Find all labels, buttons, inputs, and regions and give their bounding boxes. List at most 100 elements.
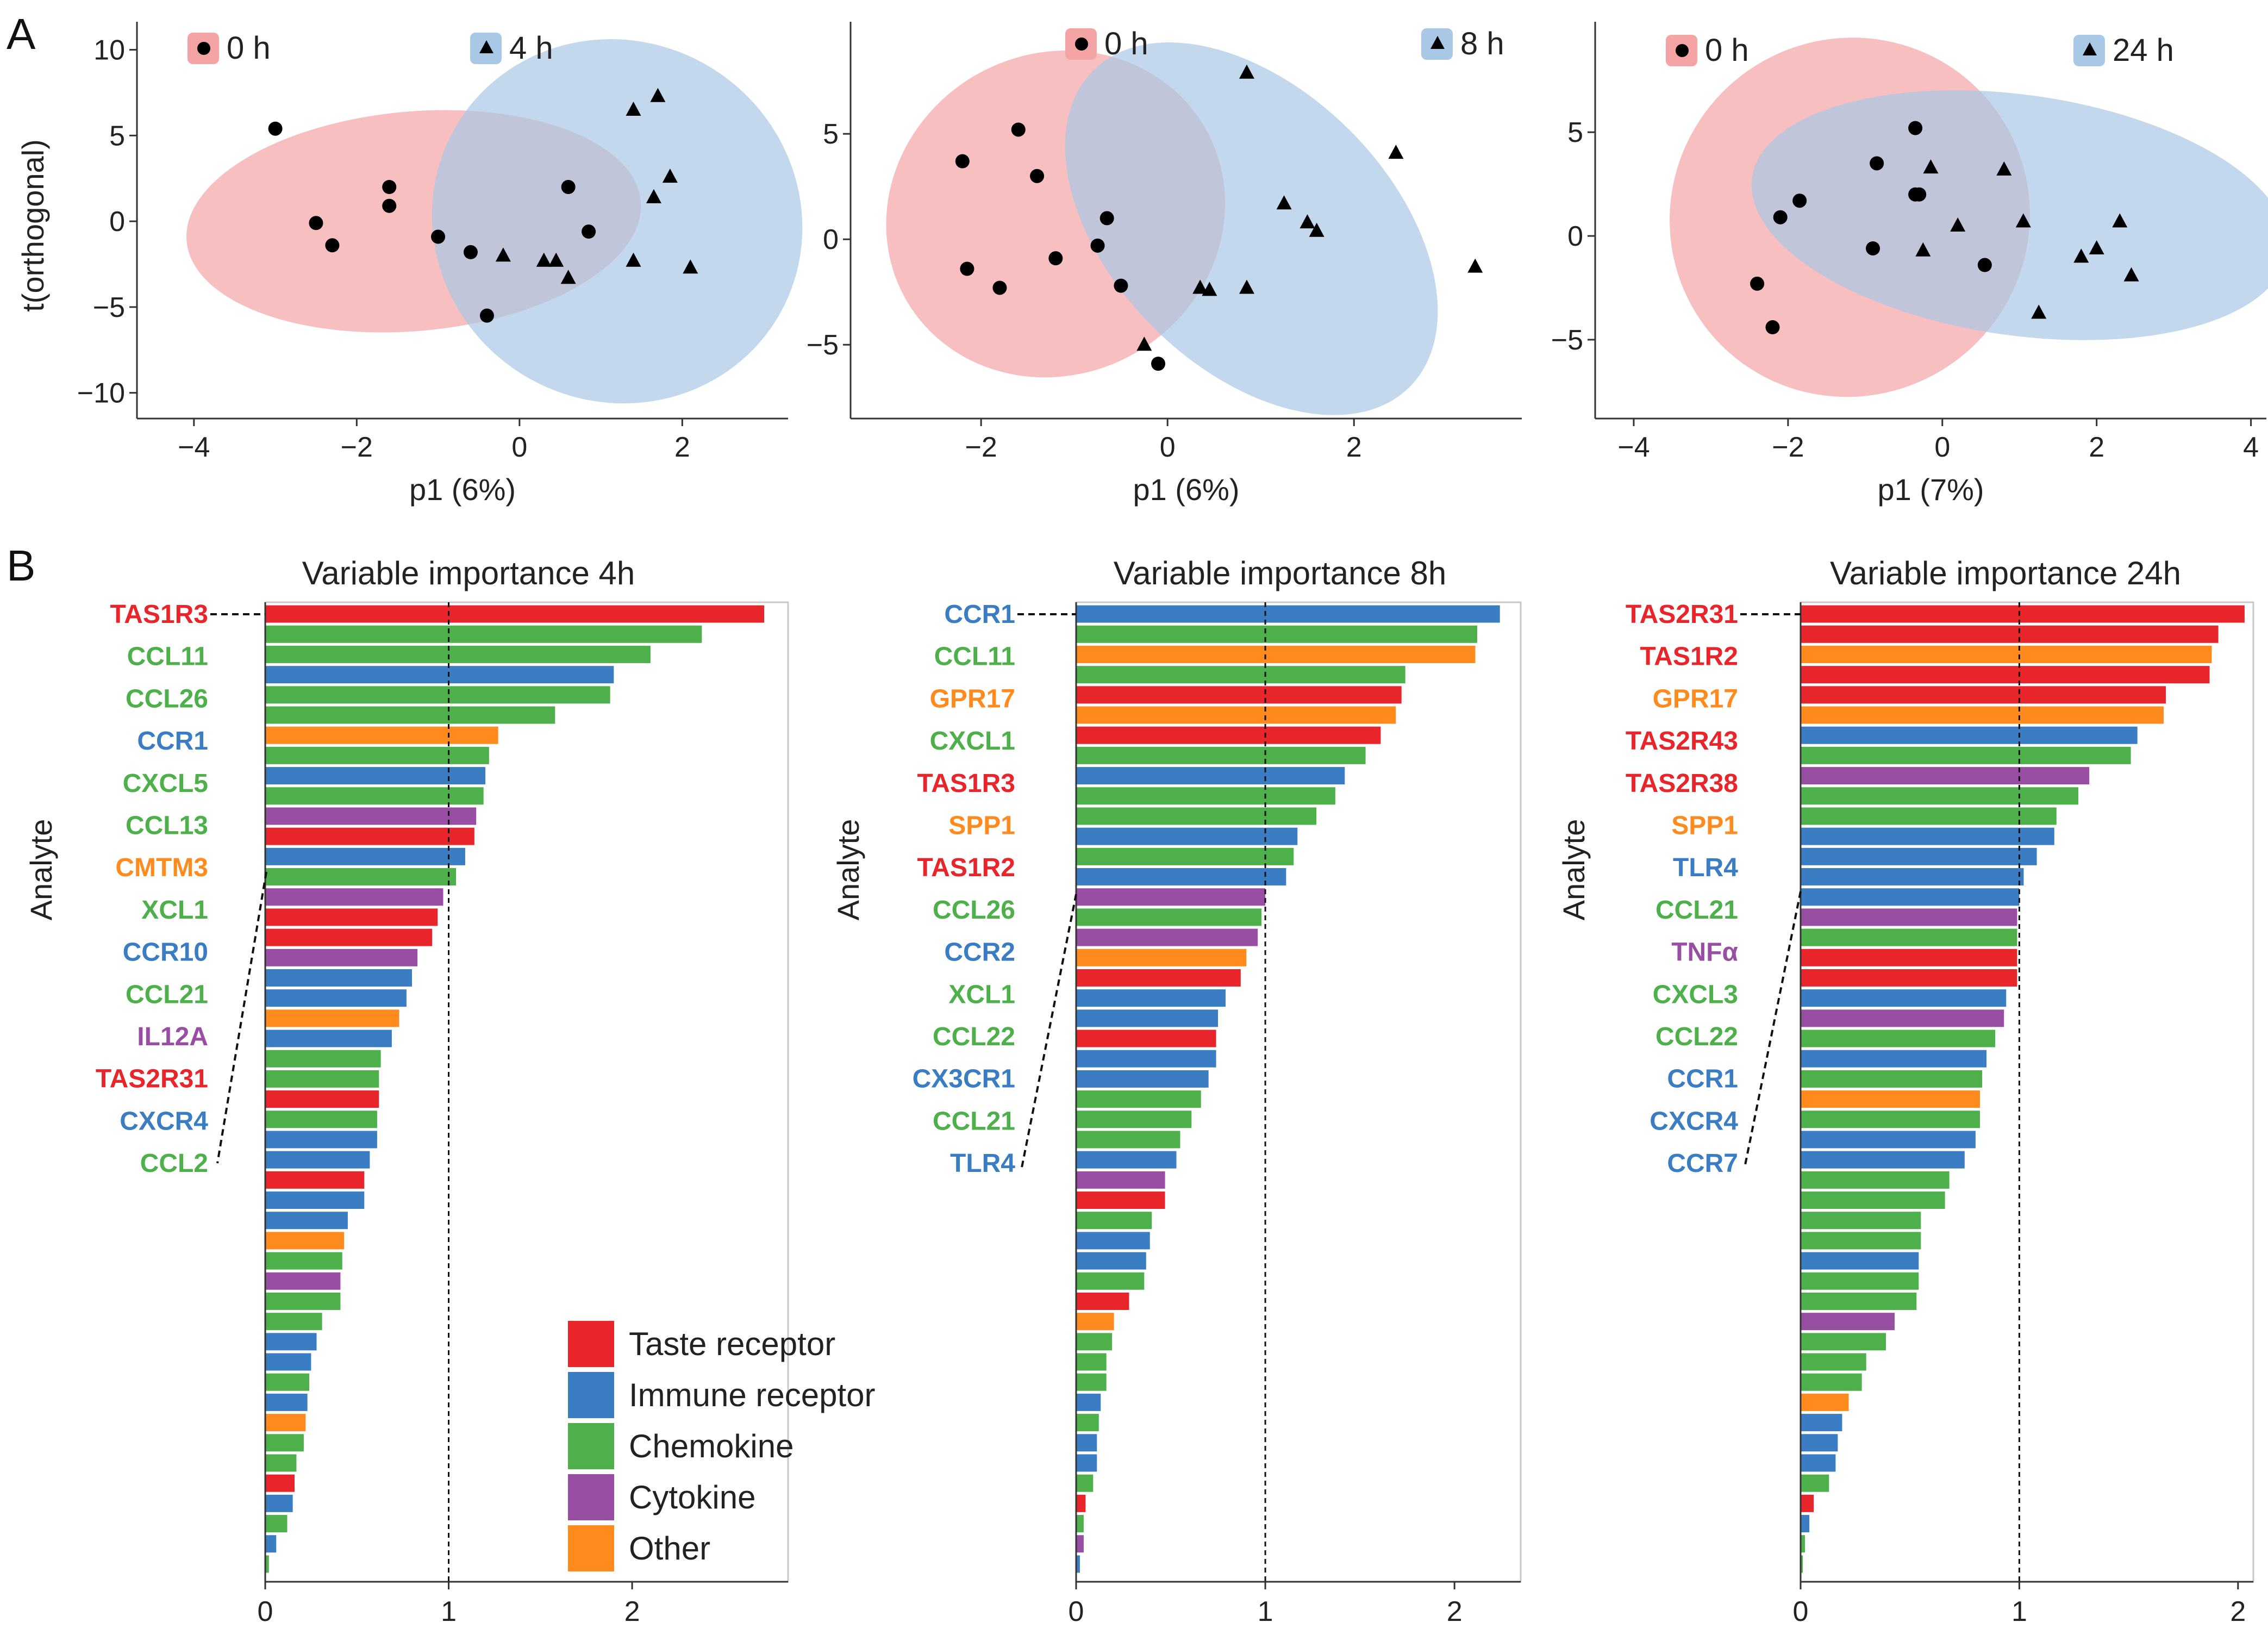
panel-label-a: A xyxy=(7,10,36,58)
bar xyxy=(1076,1212,1152,1230)
panel-title: Variable importance 24h xyxy=(1830,555,2181,591)
bar xyxy=(1076,928,1258,946)
bar xyxy=(265,1151,370,1169)
scatter-panel-2: −2 0 2 5 0 −5 p1 (6%) 0 h 8 h xyxy=(807,22,1522,507)
bar xyxy=(1801,1050,1987,1068)
bar xyxy=(265,1393,308,1411)
x-axis-label: p1 (7%) xyxy=(1877,472,1984,507)
analyte-label: CCR10 xyxy=(123,938,208,967)
bar xyxy=(1076,726,1381,744)
bar xyxy=(1801,1373,1862,1391)
bar xyxy=(1076,767,1345,785)
data-point-baseline xyxy=(309,216,323,230)
analyte-label: CCR2 xyxy=(944,938,1015,967)
data-point-timepoint xyxy=(683,259,698,274)
data-point-baseline xyxy=(1151,357,1166,371)
confidence-ellipse xyxy=(1065,42,1438,415)
analyte-label: CX3CR1 xyxy=(913,1065,1015,1094)
bar xyxy=(265,949,418,966)
data-point-baseline xyxy=(1090,238,1105,253)
data-point-timepoint xyxy=(1239,64,1254,79)
bar xyxy=(265,908,438,926)
bar xyxy=(265,1171,365,1189)
analyte-label: CCR1 xyxy=(1667,1065,1738,1094)
data-point-baseline xyxy=(1030,169,1045,183)
connector-bottom xyxy=(1021,894,1077,1168)
data-point-timepoint xyxy=(560,270,576,284)
data-point-baseline xyxy=(1870,156,1884,171)
legend-entry: 0 h xyxy=(1065,26,1148,61)
bar xyxy=(265,666,614,684)
x-tick-label: 1 xyxy=(441,1596,457,1627)
data-point-baseline xyxy=(960,261,974,276)
legend-label: 0 h xyxy=(227,30,271,66)
bar xyxy=(1076,969,1241,987)
bar xyxy=(1801,888,2020,906)
legend-swatch xyxy=(568,1321,614,1367)
bar xyxy=(1076,1191,1165,1209)
analyte-label: CXCL5 xyxy=(123,769,208,798)
bar xyxy=(1801,1333,1886,1351)
x-tick-label: 4 xyxy=(2243,432,2259,463)
analyte-label: TAS1R2 xyxy=(917,853,1016,882)
data-point-baseline xyxy=(479,308,494,323)
data-point-baseline xyxy=(1750,276,1765,291)
analyte-label: CCR1 xyxy=(137,727,208,756)
bar xyxy=(1801,1272,1919,1290)
bar xyxy=(265,1131,377,1149)
analyte-label: TLR4 xyxy=(1673,853,1738,882)
bar xyxy=(1801,1353,1866,1371)
analyte-label: SPP1 xyxy=(1671,812,1738,840)
bar xyxy=(1076,645,1476,663)
data-point-timepoint xyxy=(1950,217,1966,232)
bar xyxy=(1076,746,1366,764)
x-tick-label: 2 xyxy=(2230,1596,2246,1627)
bar xyxy=(1801,1494,1814,1512)
analyte-label: CCR1 xyxy=(944,600,1015,629)
bar xyxy=(265,746,489,764)
bar xyxy=(265,1232,345,1250)
data-point-timepoint xyxy=(536,252,552,267)
y-axis-label: Analyte xyxy=(24,819,58,921)
data-point-baseline xyxy=(325,238,340,253)
legend-label: Taste receptor xyxy=(629,1326,835,1362)
bar xyxy=(1801,827,2054,845)
bar xyxy=(1076,989,1226,1007)
analyte-label: CCL22 xyxy=(933,1022,1015,1051)
bar xyxy=(265,1454,297,1472)
importance-panel-1: 0 1 2 Variable importance 4h Analyte TAS1R3 CC… xyxy=(24,555,789,1627)
data-point-timepoint xyxy=(1388,145,1404,159)
bar xyxy=(1076,1131,1180,1149)
bar xyxy=(1801,1232,1921,1250)
bar-panels: 0 1 2 Variable importance 4h Analyte TAS1R3 CC… xyxy=(24,555,2254,1627)
legend-label: Chemokine xyxy=(629,1428,794,1464)
bar xyxy=(1801,1191,1945,1209)
x-tick-label: 0 xyxy=(1069,1596,1084,1627)
bar xyxy=(265,767,486,785)
data-point-baseline xyxy=(582,224,596,239)
data-point-baseline xyxy=(463,245,478,259)
x-tick-label: 0 xyxy=(511,432,527,463)
bar xyxy=(1801,969,2017,987)
legend-item-cytokine: Cytokine xyxy=(568,1474,755,1520)
bar xyxy=(1801,787,2079,805)
bar xyxy=(1076,787,1335,805)
importance-panel-3: 0 1 2 Variable importance 24h Analyte TAS2R31… xyxy=(1557,555,2254,1627)
analyte-label: CCL13 xyxy=(126,812,208,840)
x-tick-label: −2 xyxy=(1772,432,1804,463)
bar xyxy=(265,625,702,643)
legend-item-taste: Taste receptor xyxy=(568,1321,835,1367)
y-axis-label: t(orthogonal) xyxy=(16,139,50,312)
x-tick-label: 0 xyxy=(1160,432,1176,463)
y-tick-label: −5 xyxy=(93,292,125,323)
bar xyxy=(1076,1232,1150,1250)
legend-item-other: Other xyxy=(568,1525,710,1571)
bar xyxy=(1801,1313,1895,1331)
connector-bottom xyxy=(1744,891,1802,1168)
analyte-label: XCL1 xyxy=(141,896,208,925)
scatter-panels: −4 −2 0 2 10 5 0 −5 −10 p1 (6%) t(orthogonal) 0 h 4 … xyxy=(16,22,2268,507)
legend-label: Cytokine xyxy=(629,1479,755,1515)
x-tick-label: 2 xyxy=(2089,432,2104,463)
bar xyxy=(1801,807,2057,825)
data-point-baseline xyxy=(1908,121,1923,135)
